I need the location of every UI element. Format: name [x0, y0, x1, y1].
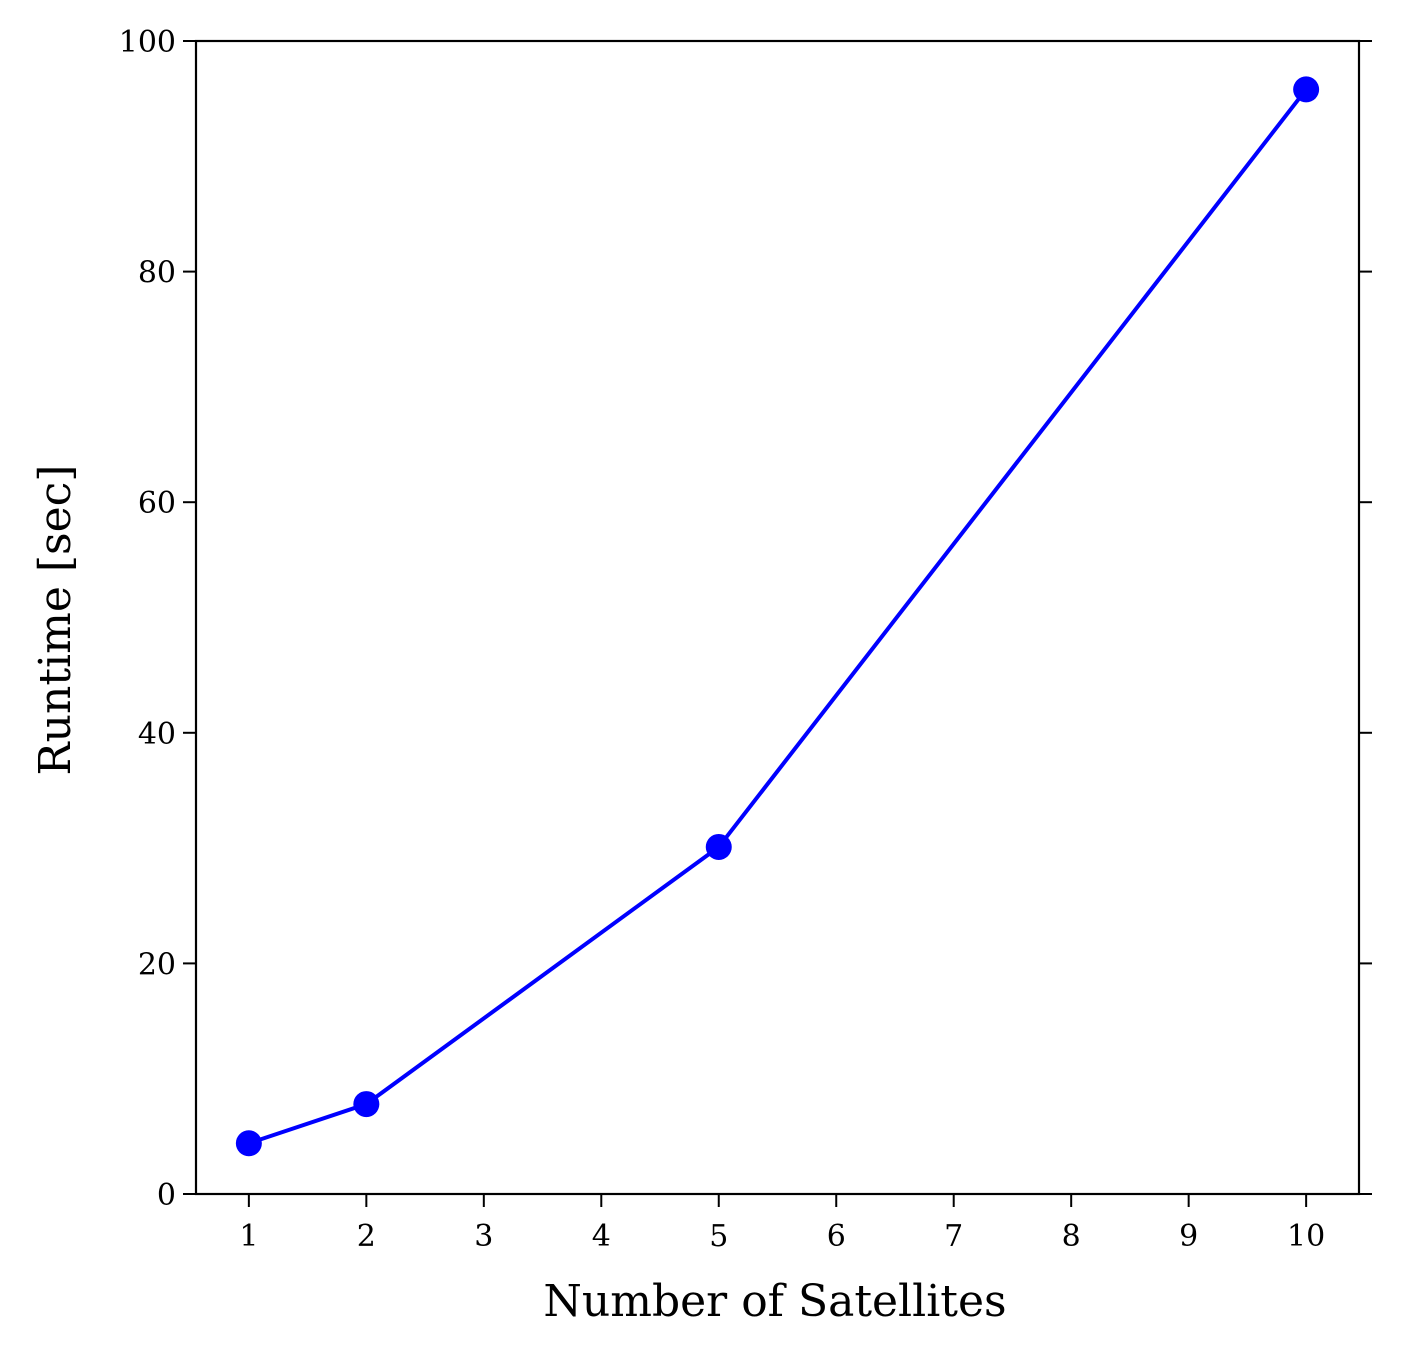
x-tick-label-9: 9 [1179, 1219, 1198, 1254]
x-tick-label-3: 3 [474, 1219, 493, 1254]
data-point-2 [353, 1091, 380, 1118]
series-layer [235, 76, 1320, 1157]
y-tick-label-0: 0 [157, 1178, 176, 1213]
plot-area-background [196, 41, 1359, 1194]
y-tick-label-60: 60 [138, 486, 176, 521]
plot-frame [194, 39, 1361, 1196]
y-tick-label-100: 100 [119, 25, 176, 60]
x-axis-label: Number of Satellites [543, 1276, 1006, 1327]
x-tick-label-8: 8 [1062, 1219, 1081, 1254]
data-point-10 [1293, 76, 1320, 103]
x-tick-label-10: 10 [1287, 1219, 1325, 1254]
x-tick-label-6: 6 [827, 1219, 846, 1254]
x-tick-label-7: 7 [944, 1219, 963, 1254]
x-tick-label-2: 2 [357, 1219, 376, 1254]
y-axis-label: Runtime [sec] [30, 465, 81, 776]
series-line-0 [246, 87, 1309, 1146]
x-tick-label-5: 5 [709, 1219, 728, 1254]
x-tick-label-1: 1 [239, 1219, 258, 1254]
y-tick-label-40: 40 [138, 717, 176, 752]
data-point-5 [705, 833, 732, 860]
x-tick-label-4: 4 [592, 1219, 611, 1254]
y-tick-label-20: 20 [138, 947, 176, 982]
y-tick-label-80: 80 [138, 256, 176, 291]
data-point-1 [235, 1130, 262, 1157]
